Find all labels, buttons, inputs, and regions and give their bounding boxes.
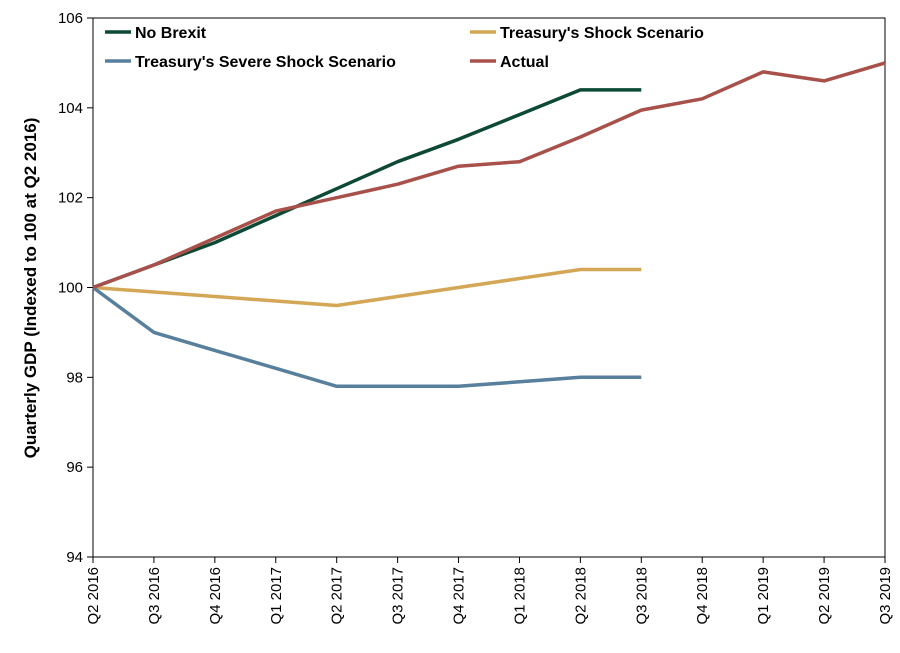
x-tick-label: Q1 2018 [511, 567, 528, 625]
y-tick-label: 100 [58, 280, 83, 297]
series-lines [91, 61, 886, 389]
y-tick-label: 98 [66, 369, 83, 386]
x-tick-label: Q2 2019 [816, 567, 833, 625]
x-tick-label: Q3 2017 [390, 567, 407, 625]
x-tick-label: Q3 2019 [877, 567, 894, 625]
y-tick-label: 104 [58, 100, 83, 117]
plot-area [92, 17, 886, 558]
x-tick-label: Q3 2018 [633, 567, 650, 625]
legend-label-0: No Brexit [135, 25, 207, 42]
y-tick-label: 102 [58, 190, 83, 207]
y-tick-label: 96 [66, 459, 83, 476]
x-tick-label: Q2 2016 [85, 567, 102, 625]
y-axis-title: Quarterly GDP (Indexed to 100 at Q2 2016… [21, 118, 40, 459]
x-tick-label: Q4 2017 [451, 567, 468, 625]
series-line-1 [92, 267, 642, 308]
x-tick-label: Q4 2018 [694, 567, 711, 625]
legend-label-2: Treasury's Severe Shock Scenario [135, 54, 396, 71]
x-tick-label: Q4 2016 [207, 567, 224, 625]
x-tick-label: Q2 2017 [329, 567, 346, 625]
legend-label-3: Actual [500, 54, 549, 71]
legend: No Brexit Treasury's Shock Scenario Treasu… [105, 25, 704, 71]
legend-label-1: Treasury's Shock Scenario [500, 25, 704, 42]
axes: 94 96 98 100 102 104 106 Q2 2016 Q3 2016 Q4 2016 Q… [58, 10, 894, 625]
series-line-3 [92, 61, 886, 290]
y-tick-label: 106 [58, 10, 83, 27]
x-tick-label: Q2 2018 [572, 567, 589, 625]
x-tick-label: Q1 2019 [755, 567, 772, 625]
series-line-0 [92, 88, 642, 290]
plot-border [92, 17, 886, 558]
y-tick-label: 94 [66, 549, 83, 566]
x-tick-label: Q1 2017 [268, 567, 285, 625]
x-tick-label: Q3 2016 [146, 567, 163, 625]
series-line-2 [91, 286, 642, 389]
